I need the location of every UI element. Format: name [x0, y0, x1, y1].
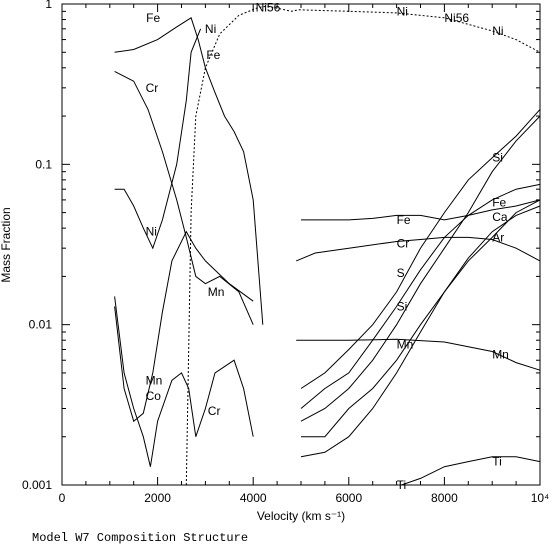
x-tick-label: 6000 [335, 491, 362, 505]
species-label-ti: Ti [492, 455, 502, 469]
series-line-ni56-3 [185, 5, 541, 486]
y-axis-title: Mass Fraction [0, 207, 13, 282]
y-tick-label: 0.01 [29, 318, 53, 332]
species-label-ni: Ni [397, 4, 408, 18]
series-line-fe-8 [301, 199, 541, 221]
series-line-ar-13 [301, 199, 541, 438]
species-label-cr: Cr [397, 237, 410, 251]
species-label-ti: Ti [397, 478, 407, 492]
chart-caption: Model W7 Composition Structure [32, 531, 248, 545]
species-label-fe: Fe [206, 48, 220, 62]
series-layer [114, 5, 541, 486]
series-line-ni-2 [114, 28, 202, 250]
species-label-cr: Cr [208, 404, 221, 418]
series-line-cr-1 [114, 70, 254, 325]
series-line-mn-4 [114, 230, 254, 423]
series-line-fe-0 [114, 17, 264, 325]
species-label-fe: Fe [146, 11, 160, 25]
species-labels: Fe Ni Ni56 Fe Cr Ni Mn Mn Co Cr Ni Ni56 Ni Fe Cr S Si Mn M… [146, 1, 509, 492]
series-line-mn-6 [296, 338, 541, 371]
series-line-s-11 [300, 183, 541, 409]
x-axis-title: Velocity (km s⁻¹) [257, 509, 345, 523]
species-label-ni: Ni [205, 22, 216, 36]
species-label-ar: Ar [492, 230, 504, 244]
species-label-ni56: Ni56 [444, 11, 469, 25]
series-line-ca-14 [300, 205, 541, 458]
x-tick-label: 8000 [431, 491, 458, 505]
species-label-mn: Mn [492, 348, 509, 362]
y-axis: 0.001 0.01 0.1 1 [22, 0, 540, 492]
x-tick-label: 4000 [240, 491, 267, 505]
x-axis: 0 2000 4000 6000 8000 10⁴ [59, 4, 550, 505]
species-label-ni56: Ni56 [256, 1, 281, 15]
species-label-ni: Ni [146, 225, 157, 239]
species-label-fe: Fe [492, 195, 506, 209]
y-tick-label: 1 [45, 0, 52, 11]
x-tick-label: 10⁴ [531, 491, 550, 505]
species-label-s: S [397, 266, 405, 280]
species-label-ca: Ca [492, 210, 508, 224]
species-label-si: Si [492, 151, 503, 165]
series-line-co-5 [114, 296, 254, 467]
species-label-si: Si [397, 299, 408, 313]
species-label-cr: Cr [146, 81, 159, 95]
species-label-mn: Mn [397, 338, 414, 352]
series-line-ti-7 [401, 456, 541, 486]
series-line-si-10 [300, 109, 541, 389]
species-label-ni: Ni [492, 24, 503, 38]
species-label-mn: Mn [146, 373, 163, 387]
y-tick-label: 0.1 [35, 157, 52, 171]
plot-frame [61, 3, 541, 486]
y-tick-label: 0.001 [22, 478, 52, 492]
series-line-cr-9 [296, 236, 541, 262]
x-tick-label: 2000 [144, 491, 171, 505]
series-line-o-12 [300, 115, 541, 422]
x-tick-label: 0 [59, 491, 66, 505]
species-label-mn: Mn [208, 285, 225, 299]
species-label-fe: Fe [397, 213, 411, 227]
species-label-co: Co [146, 389, 162, 403]
